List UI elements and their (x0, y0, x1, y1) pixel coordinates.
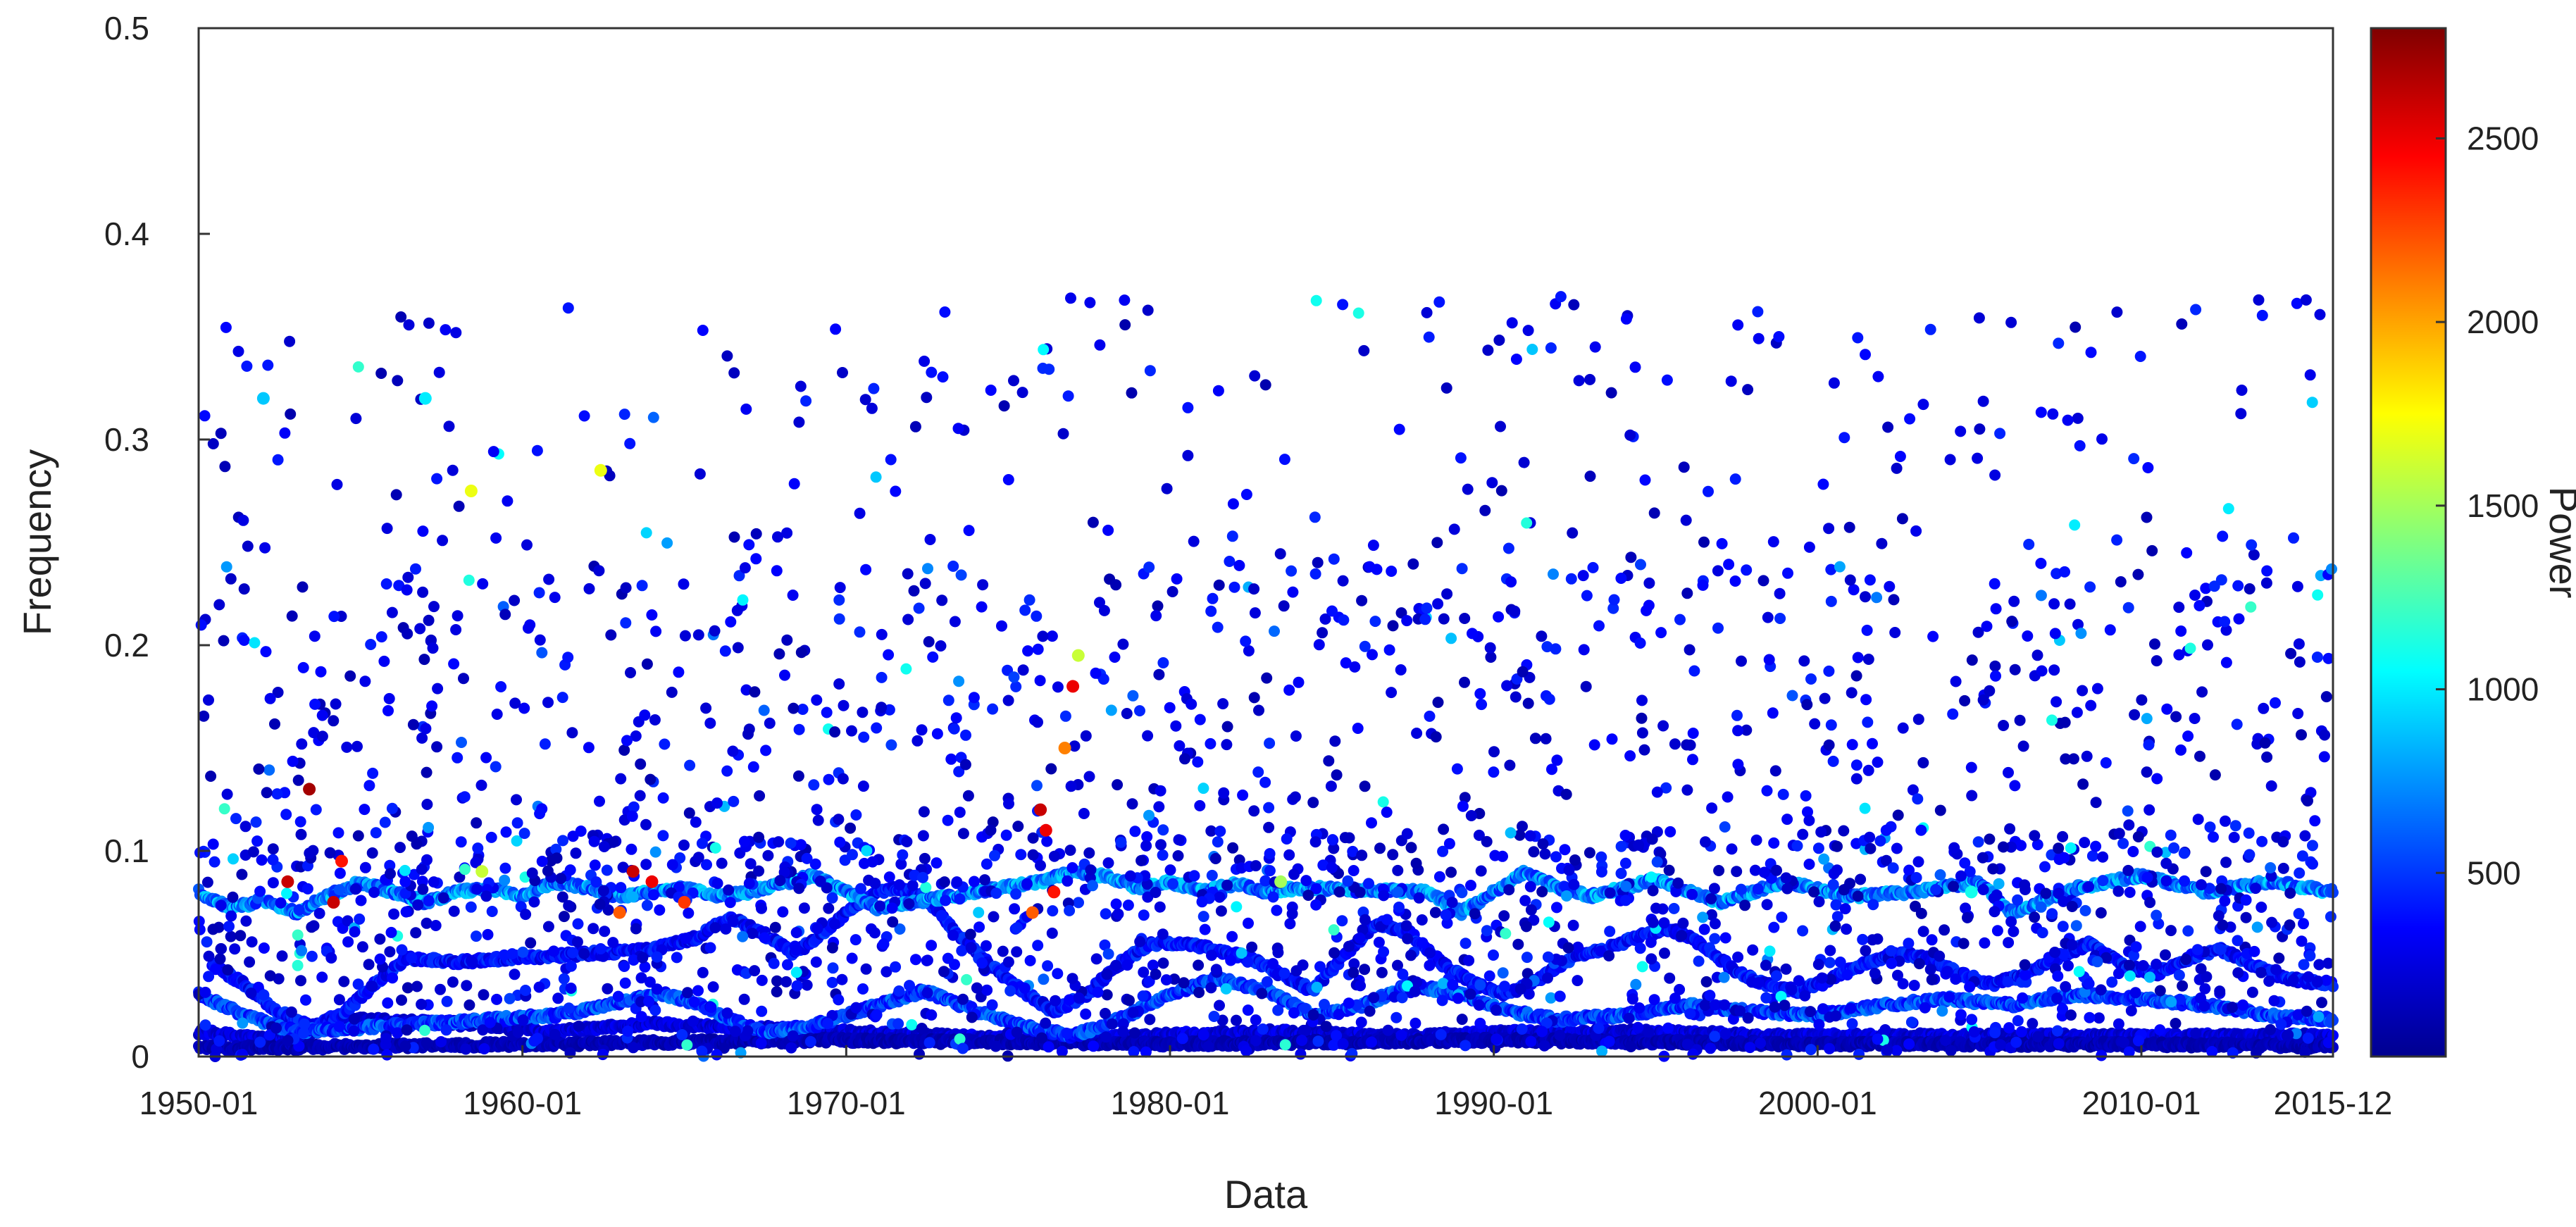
scatter-points (193, 291, 2339, 1062)
